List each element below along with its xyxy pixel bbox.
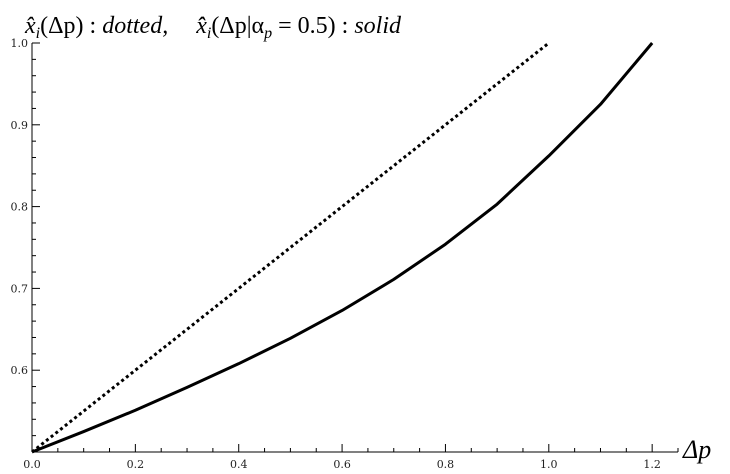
x-axis-label: Δp bbox=[682, 435, 711, 464]
title-solid-word: solid bbox=[354, 13, 402, 39]
y-tick-label: 0.8 bbox=[11, 201, 29, 214]
title-solid-subscript: i bbox=[207, 25, 211, 42]
x-tick-label: 0.4 bbox=[230, 458, 248, 471]
x-tick-label: 1.0 bbox=[540, 458, 558, 471]
solid-series-line bbox=[31, 42, 654, 454]
title-dotted-word: dotted, bbox=[102, 13, 168, 39]
title-dotted-args: (Δp) : bbox=[40, 13, 102, 39]
title-solid-label: x̂̂ bbox=[195, 13, 207, 39]
y-tick-label: 0.9 bbox=[11, 119, 29, 132]
title-solid-args-a: (Δp|α bbox=[211, 13, 264, 39]
x-tick-label: 0.0 bbox=[23, 458, 41, 471]
title-solid-args-b: = 0.5) : bbox=[272, 13, 354, 39]
y-tick-label: 0.7 bbox=[11, 282, 29, 295]
chart-title: x̂i(Δp) : dotted, x̂̂i(Δp|αp = 0.5) : so… bbox=[24, 13, 402, 42]
title-dotted-subscript: i bbox=[36, 25, 40, 42]
x-tick-label: 0.6 bbox=[333, 458, 351, 471]
x-tick-label: 0.8 bbox=[437, 458, 455, 471]
y-tick-label: 1.0 bbox=[11, 37, 29, 50]
axes bbox=[31, 43, 678, 453]
title-dotted-label: x̂ bbox=[24, 13, 36, 39]
title-solid-args-subscript: p bbox=[263, 25, 272, 42]
series-layer bbox=[31, 41, 654, 454]
ticks: 0.0 0.2 0.4 0.6 0.8 1.0 1.2 0.6 0.7 0.8 0.9 1.0 bbox=[11, 37, 679, 471]
y-tick-label: 0.6 bbox=[11, 364, 29, 377]
dotted-series-line bbox=[31, 41, 550, 454]
x-tick-label: 1.2 bbox=[643, 458, 661, 471]
x-tick-label: 0.2 bbox=[127, 458, 145, 471]
